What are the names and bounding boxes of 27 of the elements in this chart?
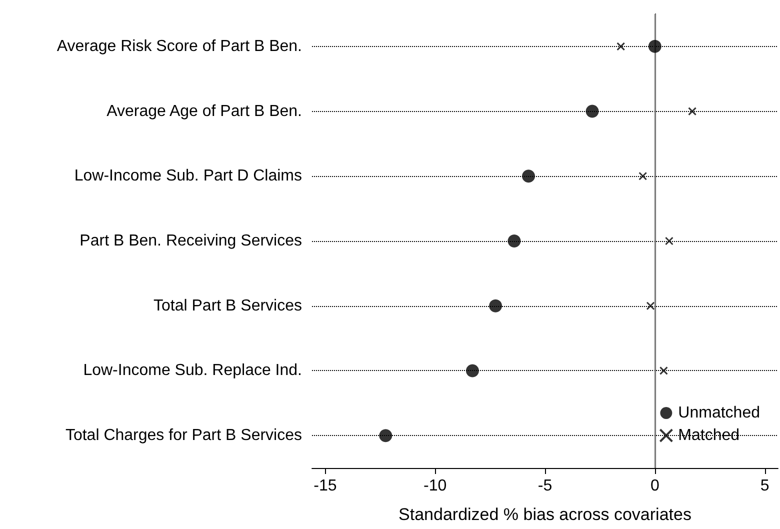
x-tick-label: -5	[538, 478, 552, 494]
y-tick-label: Low-Income Sub. Replace Ind.	[83, 362, 302, 380]
x-tick-label: 5	[760, 478, 770, 494]
point	[508, 234, 521, 248]
x-tick-label: 0	[650, 478, 660, 494]
y-tick-label: Average Risk Score of Part B Ben.	[56, 38, 302, 55]
y-tick-label: Average Age of Part B Ben.	[106, 102, 302, 120]
point	[638, 172, 648, 180]
point	[522, 170, 536, 183]
point	[688, 107, 697, 116]
point	[586, 104, 599, 118]
y-tick-label: Total Charges for Part B Services	[65, 427, 302, 444]
legend-label: Unmatched	[678, 404, 760, 422]
x-axis-title: Standardized % bias across covariates	[398, 505, 692, 524]
point	[466, 364, 479, 378]
y-tick-label: Total Part B Services	[154, 297, 302, 314]
x-tick-label: -15	[314, 478, 337, 494]
point	[664, 236, 674, 246]
point	[379, 429, 392, 442]
x-tick-label: -10	[424, 478, 447, 494]
point	[646, 302, 655, 310]
point	[659, 366, 668, 375]
y-tick-label: Low-Income Sub. Part D Claims	[74, 168, 302, 185]
point	[616, 42, 626, 51]
point	[489, 299, 502, 312]
point	[648, 40, 662, 53]
y-tick-label: Part B Ben. Receiving Services	[80, 232, 302, 250]
